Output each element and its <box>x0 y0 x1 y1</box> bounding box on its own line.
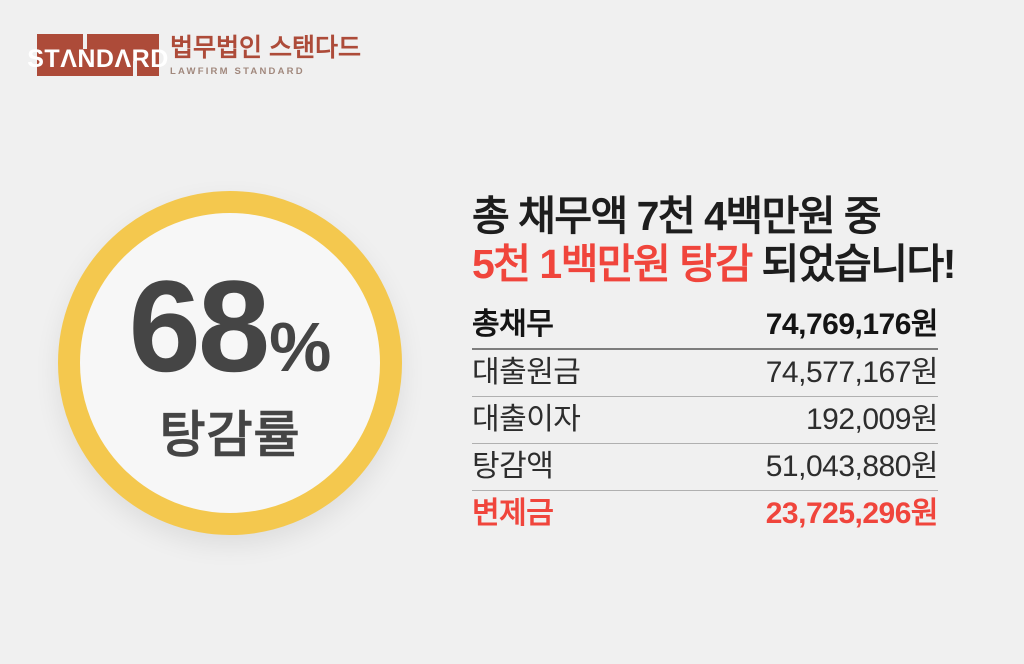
logo-notch-top <box>83 34 87 49</box>
row-label: 탕감액 <box>472 450 554 483</box>
logo-name-english: LAWFIRM STANDARD <box>170 65 305 77</box>
row-value: 192,009원 <box>805 403 939 436</box>
lawfirm-logo: STΛNDΛRD 법무법인 스탠다드 LAWFIRM STANDARD <box>27 34 361 77</box>
table-row-loan-principal: 대출원금 74,577,167원 <box>472 350 939 397</box>
logo-notch-bottom <box>133 61 137 76</box>
logo-name-korean: 법무법인 스탠다드 <box>170 34 361 62</box>
row-label: 총채무 <box>472 308 554 341</box>
row-value: 74,577,167원 <box>765 356 939 389</box>
headline-line1: 총 채무액 7천 4백만원 중 <box>472 193 882 239</box>
row-label: 변제금 <box>472 497 554 530</box>
reduction-rate-number: 68 % <box>128 253 332 400</box>
reduction-rate-label: 탕감률 <box>159 406 301 463</box>
row-label: 대출이자 <box>472 403 581 436</box>
debt-figures-table: 총채무 74,769,176원 대출원금 74,577,167원 대출이자 19… <box>472 302 939 537</box>
result-headline: 총 채무액 7천 4백만원 중 5천 1백만원 탕감 되었습니다! <box>472 192 956 288</box>
row-value: 74,769,176원 <box>765 308 939 341</box>
logo-wordmark-box: STΛNDΛRD <box>27 34 168 76</box>
row-label: 대출원금 <box>472 356 581 389</box>
row-value: 51,043,880원 <box>765 450 939 483</box>
headline-line2: 5천 1백만원 탕감 되었습니다! <box>472 240 956 288</box>
percent-sign: % <box>269 308 332 387</box>
table-row-repayment: 변제금 23,725,296원 <box>472 491 939 537</box>
logo-wordmark-text: STΛNDΛRD <box>27 45 169 73</box>
reduction-rate-value: 68 <box>128 253 271 400</box>
table-row-reduced-amount: 탕감액 51,043,880원 <box>472 444 939 491</box>
reduction-rate-circle: 68 % 탕감률 <box>58 191 402 535</box>
headline-highlight: 5천 1백만원 탕감 <box>472 241 753 287</box>
logo-name-block: 법무법인 스탠다드 LAWFIRM STANDARD <box>170 34 361 77</box>
result-content: 총 채무액 7천 4백만원 중 5천 1백만원 탕감 되었습니다! 총채무 74… <box>472 192 956 537</box>
headline-line2-rest: 되었습니다! <box>751 241 957 287</box>
table-row-loan-interest: 대출이자 192,009원 <box>472 397 939 444</box>
row-value: 23,725,296원 <box>765 497 939 530</box>
table-row-total-debt: 총채무 74,769,176원 <box>472 302 939 350</box>
